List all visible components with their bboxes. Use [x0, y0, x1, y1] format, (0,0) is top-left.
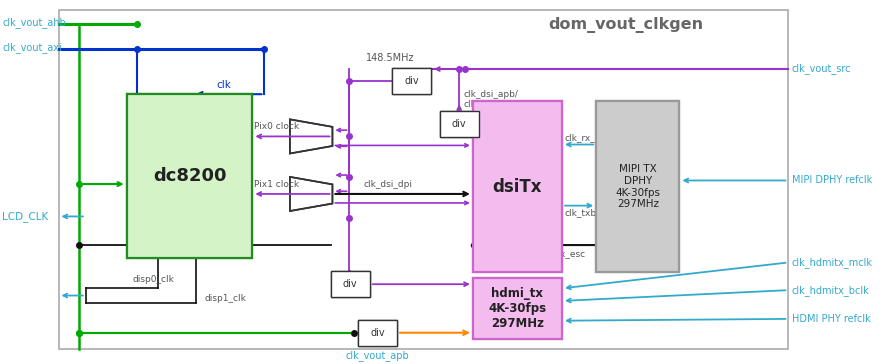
FancyBboxPatch shape	[392, 68, 431, 94]
Text: clk_vout_apb: clk_vout_apb	[346, 350, 410, 361]
Text: div: div	[404, 76, 419, 86]
Text: dc8200: dc8200	[153, 167, 227, 185]
Text: div: div	[370, 328, 385, 338]
FancyBboxPatch shape	[331, 271, 370, 297]
FancyBboxPatch shape	[358, 320, 397, 346]
Text: clk_hdmitx_mclk: clk_hdmitx_mclk	[792, 257, 873, 268]
Text: clk_vout_axi: clk_vout_axi	[3, 42, 62, 53]
Text: div: div	[452, 119, 466, 129]
Text: dom_vout_clkgen: dom_vout_clkgen	[549, 17, 704, 33]
FancyBboxPatch shape	[127, 94, 252, 258]
Text: div: div	[343, 279, 358, 289]
Text: div: div	[343, 279, 358, 289]
Text: LCD_CLK: LCD_CLK	[3, 211, 49, 222]
FancyBboxPatch shape	[358, 320, 397, 346]
FancyBboxPatch shape	[473, 101, 562, 272]
Text: clk_rx_esc: clk_rx_esc	[565, 132, 611, 142]
Text: dc8200: dc8200	[153, 167, 227, 185]
Text: clk_hdmitx_bclk: clk_hdmitx_bclk	[792, 285, 870, 296]
Text: hdmi_tx
4K-30fps
297MHz: hdmi_tx 4K-30fps 297MHz	[489, 287, 547, 330]
Text: clk_dsi_apb/
clk_dsi_sys: clk_dsi_apb/ clk_dsi_sys	[464, 90, 519, 109]
FancyBboxPatch shape	[473, 101, 562, 272]
FancyBboxPatch shape	[392, 68, 431, 94]
FancyBboxPatch shape	[127, 94, 252, 258]
FancyBboxPatch shape	[596, 101, 680, 272]
Text: div: div	[370, 328, 385, 338]
Text: clk_dsi_dpi: clk_dsi_dpi	[363, 179, 412, 189]
FancyBboxPatch shape	[440, 111, 479, 137]
Text: Pix0 clock: Pix0 clock	[254, 122, 299, 131]
FancyBboxPatch shape	[473, 278, 562, 339]
Text: HDMI PHY refclk: HDMI PHY refclk	[792, 314, 871, 324]
Text: div: div	[452, 119, 466, 129]
Text: hdmi_tx
4K-30fps
297MHz: hdmi_tx 4K-30fps 297MHz	[489, 287, 547, 330]
Text: disp1_clk: disp1_clk	[204, 293, 247, 302]
Text: MIPI TX
DPHY
4K-30fps
297MHz: MIPI TX DPHY 4K-30fps 297MHz	[615, 165, 660, 209]
Text: dsiTx: dsiTx	[493, 178, 543, 196]
Text: clk_vout_src: clk_vout_src	[792, 64, 851, 75]
Text: div: div	[404, 76, 419, 86]
FancyBboxPatch shape	[473, 278, 562, 339]
Text: Pix1 clock: Pix1 clock	[254, 179, 299, 189]
Text: MIPI DPHY refclk: MIPI DPHY refclk	[792, 175, 872, 186]
FancyBboxPatch shape	[440, 111, 479, 137]
Text: disp0_clk: disp0_clk	[133, 275, 174, 284]
Text: MIPI TX
DPHY
4K-30fps
297MHz: MIPI TX DPHY 4K-30fps 297MHz	[615, 165, 660, 209]
Text: dsiTx: dsiTx	[493, 178, 543, 196]
FancyBboxPatch shape	[331, 271, 370, 297]
Text: clk_tx_esc: clk_tx_esc	[539, 249, 585, 258]
Text: 148.5MHz: 148.5MHz	[366, 52, 414, 63]
Text: clk: clk	[216, 79, 231, 90]
Text: clk_vout_ahb: clk_vout_ahb	[3, 17, 66, 28]
Text: clk_txbyte_hs: clk_txbyte_hs	[565, 209, 627, 218]
FancyBboxPatch shape	[596, 101, 680, 272]
